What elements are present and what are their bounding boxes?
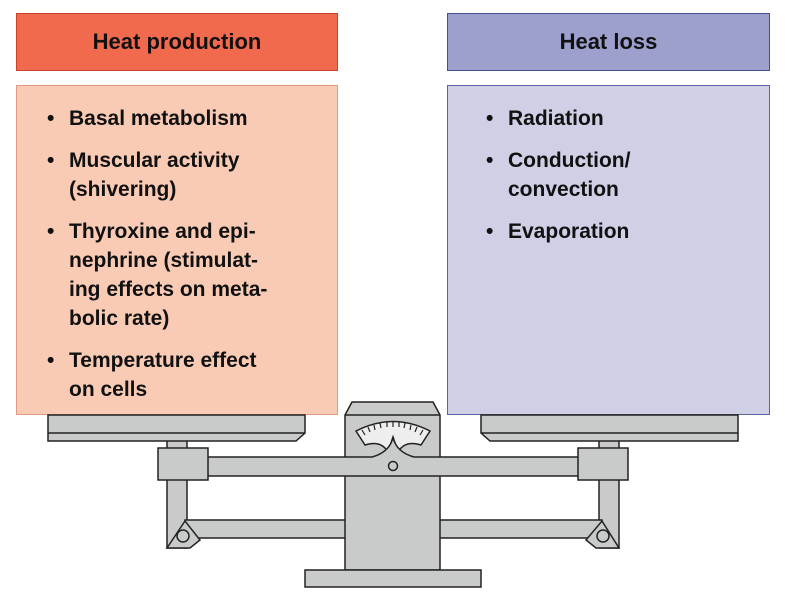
right-pan xyxy=(480,414,739,442)
scale-base xyxy=(304,569,482,588)
pivot-icon xyxy=(387,460,399,472)
left-beam-block xyxy=(157,447,209,481)
left-lower-bar xyxy=(184,519,348,539)
left-pan xyxy=(47,414,306,442)
list-item: Basal metabolism xyxy=(47,104,327,133)
list-item: Conduction/ convection xyxy=(486,146,759,204)
heat-production-header: Heat production xyxy=(16,13,338,71)
list-item: Evaporation xyxy=(486,217,759,246)
list-item: Radiation xyxy=(486,104,759,133)
right-beam-block xyxy=(577,447,629,481)
heat-loss-box: Radiation Conduction/ convection Evapora… xyxy=(447,85,770,415)
list-item: Muscular activity (shivering) xyxy=(47,146,327,204)
heat-production-title: Heat production xyxy=(92,29,262,54)
list-item: Temperature effect on cells xyxy=(47,346,327,404)
heat-loss-header: Heat loss xyxy=(447,13,770,71)
balance-beam xyxy=(205,436,581,477)
list-item: Thyroxine and epi- nephrine (stimulat- i… xyxy=(47,217,327,333)
right-lower-bar xyxy=(437,519,603,539)
heat-loss-title: Heat loss xyxy=(559,29,658,54)
heat-production-box: Basal metabolism Muscular activity (shiv… xyxy=(16,85,338,415)
